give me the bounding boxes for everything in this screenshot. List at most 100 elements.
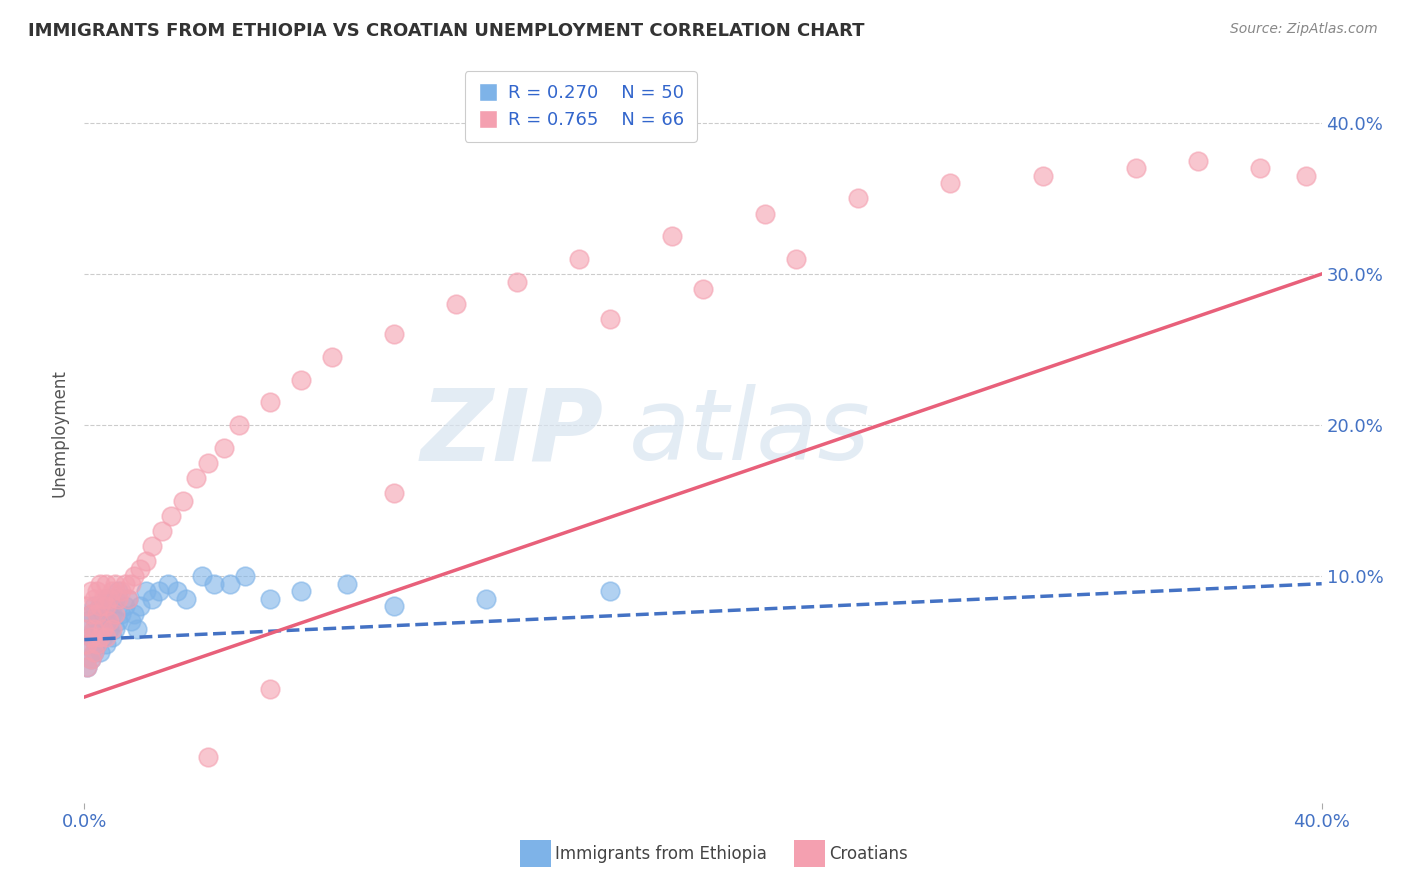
Point — [259, 395, 281, 409]
Point — [1032, 169, 1054, 183]
Text: Croatians: Croatians — [830, 845, 908, 863]
Point — [599, 584, 621, 599]
Point — [129, 561, 152, 575]
Point — [1295, 169, 1317, 183]
Point — [785, 252, 807, 266]
Point — [91, 622, 114, 636]
Point — [83, 622, 105, 636]
Point — [212, 441, 235, 455]
Point — [218, 576, 240, 591]
Point — [83, 599, 105, 614]
Point — [89, 599, 111, 614]
Point — [754, 206, 776, 220]
Point — [475, 591, 498, 606]
Point — [101, 584, 124, 599]
Point — [94, 615, 117, 629]
Point — [104, 576, 127, 591]
Point — [172, 493, 194, 508]
Point — [76, 637, 98, 651]
Point — [1125, 161, 1147, 176]
Point — [94, 599, 117, 614]
Point — [86, 615, 108, 629]
Point — [692, 282, 714, 296]
Point — [290, 373, 312, 387]
Point — [1187, 153, 1209, 168]
Point — [76, 615, 98, 629]
Point — [89, 599, 111, 614]
Point — [599, 312, 621, 326]
Point — [150, 524, 173, 538]
Point — [76, 599, 98, 614]
Point — [259, 682, 281, 697]
Point — [79, 607, 101, 621]
Point — [89, 576, 111, 591]
Point — [89, 622, 111, 636]
Point — [98, 599, 121, 614]
Point — [1249, 161, 1271, 176]
Point — [98, 615, 121, 629]
Point — [89, 645, 111, 659]
Point — [86, 607, 108, 621]
Text: ZIP: ZIP — [420, 384, 605, 481]
Point — [939, 177, 962, 191]
Point — [156, 576, 179, 591]
Point — [336, 576, 359, 591]
Point — [107, 615, 129, 629]
Point — [506, 275, 529, 289]
Point — [107, 591, 129, 606]
Point — [79, 607, 101, 621]
Point — [104, 591, 127, 606]
Point — [228, 418, 250, 433]
Point — [76, 637, 98, 651]
Point — [290, 584, 312, 599]
Point — [86, 584, 108, 599]
Point — [101, 607, 124, 621]
Point — [76, 660, 98, 674]
Text: Immigrants from Ethiopia: Immigrants from Ethiopia — [555, 845, 768, 863]
Point — [321, 350, 343, 364]
Point — [94, 630, 117, 644]
Point — [122, 607, 145, 621]
Point — [98, 622, 121, 636]
Point — [91, 630, 114, 644]
Point — [76, 622, 98, 636]
Point — [160, 508, 183, 523]
Point — [117, 591, 139, 606]
Point — [86, 637, 108, 651]
Point — [259, 591, 281, 606]
Point — [98, 591, 121, 606]
Point — [846, 191, 869, 205]
Point — [86, 637, 108, 651]
Point — [197, 456, 219, 470]
Point — [101, 622, 124, 636]
Y-axis label: Unemployment: Unemployment — [51, 368, 69, 497]
Point — [83, 591, 105, 606]
Point — [114, 576, 136, 591]
Point — [184, 471, 207, 485]
Point — [83, 645, 105, 659]
Point — [110, 607, 132, 621]
Point — [382, 327, 405, 342]
Point — [568, 252, 591, 266]
Legend: R = 0.270    N = 50, R = 0.765    N = 66: R = 0.270 N = 50, R = 0.765 N = 66 — [464, 71, 696, 142]
Point — [148, 584, 170, 599]
Point — [104, 622, 127, 636]
Point — [125, 622, 148, 636]
Point — [94, 576, 117, 591]
Point — [79, 630, 101, 644]
Point — [233, 569, 256, 583]
Point — [94, 637, 117, 651]
Point — [141, 539, 163, 553]
Point — [79, 652, 101, 666]
Point — [91, 607, 114, 621]
Point — [444, 297, 467, 311]
Point — [79, 630, 101, 644]
Point — [79, 652, 101, 666]
Point — [382, 599, 405, 614]
Point — [141, 591, 163, 606]
Point — [166, 584, 188, 599]
Point — [107, 584, 129, 599]
Text: Source: ZipAtlas.com: Source: ZipAtlas.com — [1230, 22, 1378, 37]
Point — [191, 569, 214, 583]
Point — [79, 584, 101, 599]
